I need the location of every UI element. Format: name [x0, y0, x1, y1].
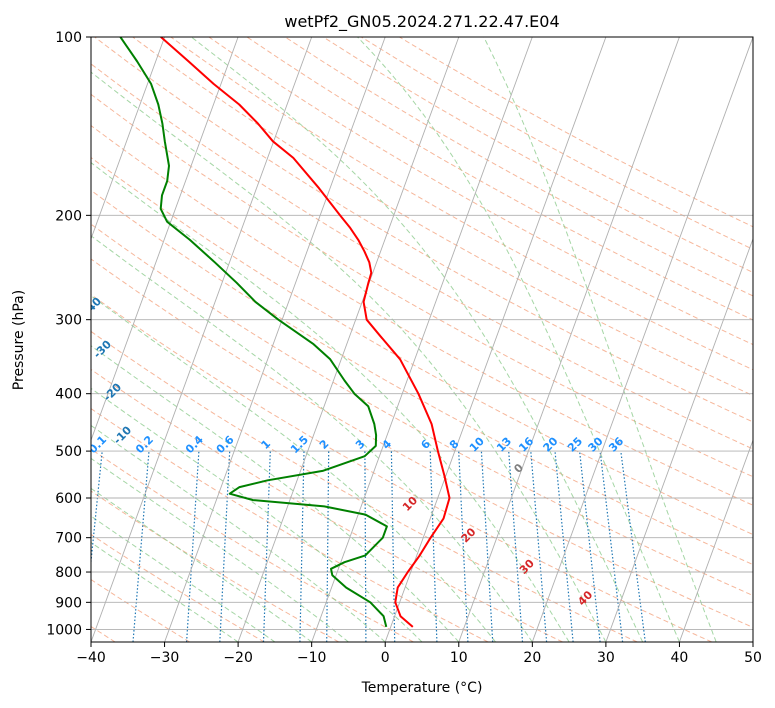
- dry-adiabat-line: [91, 124, 753, 506]
- x-axis-ticks: −40 −30 −20 −10 0 10 20 30 40 50: [76, 642, 762, 666]
- isotherm-line: [605, 237, 753, 642]
- mixing-ratio-line: [599, 451, 624, 642]
- y-tick-label: 400: [55, 387, 82, 403]
- mixing-ratio-line: [579, 451, 601, 642]
- chart-title: wetPf2_GN05.2024.271.22.47.E04: [284, 12, 559, 32]
- dry-adiabat-line: [284, 37, 753, 297]
- x-tick-label: 10: [450, 650, 468, 666]
- mixing-ratio-line: [364, 451, 367, 642]
- y-axis-ticks: 100 200 300 400 500 600 700 800 900 1000: [46, 30, 91, 638]
- y-tick-label: 100: [55, 30, 82, 46]
- mixing-ratio-line: [186, 451, 200, 642]
- x-tick-label: 0: [381, 650, 390, 666]
- moist-adiabat-line: [91, 235, 533, 642]
- isotherm-line: [678, 438, 753, 642]
- moist-adiabat-line: [91, 457, 349, 642]
- mixing-ratio-line: [554, 451, 574, 642]
- y-tick-label: 800: [55, 565, 82, 581]
- mixing-ratio-line: [620, 451, 646, 642]
- dry-adiabat-line: [246, 37, 753, 321]
- y-tick-label: 1000: [46, 622, 82, 638]
- x-tick-label: −30: [150, 650, 180, 666]
- x-tick-label: −10: [297, 650, 327, 666]
- isotherm-line: [311, 37, 533, 642]
- isotherm-line: [91, 37, 313, 642]
- dry-adiabat-line: [91, 533, 265, 642]
- y-tick-label: 600: [55, 491, 82, 507]
- moist-adiabat-line: [91, 541, 239, 642]
- mixing-ratio-line: [219, 451, 231, 642]
- dry-adiabat-line: [91, 368, 563, 642]
- x-tick-label: 30: [597, 650, 615, 666]
- mixing-ratio-line: [508, 451, 524, 642]
- x-tick-label: −40: [76, 650, 106, 666]
- mixing-ratio-line: [429, 451, 438, 642]
- moist-adiabat-line: [191, 37, 644, 642]
- isotherm-line: [531, 37, 753, 642]
- moist-adiabat-line: [91, 71, 607, 642]
- moist-adiabat-line: [91, 345, 460, 642]
- x-tick-label: 40: [671, 650, 689, 666]
- moist-adiabat-line: [483, 37, 717, 642]
- isotherms: [91, 37, 753, 642]
- isotherm-line: [164, 37, 386, 642]
- y-axis-label: Pressure (hPa): [11, 290, 27, 390]
- isobar-gridlines: [91, 37, 753, 630]
- isotherm-line: [91, 37, 239, 442]
- plot-area: 0.10.20.40.611.52346810131620253036-100-…: [91, 37, 753, 642]
- mixing-ratio-line: [480, 451, 494, 642]
- x-tick-label: −20: [223, 650, 253, 666]
- moist-adiabat-line: [357, 37, 680, 642]
- y-tick-label: 900: [55, 595, 82, 611]
- y-tick-label: 200: [55, 208, 82, 224]
- dry-adiabat-line: [91, 407, 489, 642]
- isotherm-line: [458, 37, 680, 642]
- dry-adiabat-line: [91, 330, 638, 642]
- isotherm-line: [91, 37, 166, 241]
- isotherm-line: [237, 37, 460, 642]
- mixing-ratio-line: [132, 451, 150, 642]
- mixing-ratio-line: [390, 451, 396, 642]
- mixing-ratio-line: [262, 451, 271, 642]
- plot-frame: [90, 36, 754, 643]
- mixing-ratio-line: [91, 451, 103, 568]
- dry-adiabat-line: [91, 223, 753, 597]
- mixing-ratio-line: [458, 451, 469, 642]
- mixing-ratio-line: [299, 451, 305, 642]
- x-axis-label: Temperature (°C): [361, 680, 483, 696]
- temperature-profile-line: [160, 37, 451, 628]
- y-tick-label: 300: [55, 313, 82, 329]
- y-tick-label: 700: [55, 531, 82, 547]
- y-tick-label: 500: [55, 444, 82, 460]
- sounding-series: [119, 37, 451, 628]
- dry-adiabats: [91, 37, 753, 642]
- mixing-ratio-line: [326, 451, 330, 642]
- dry-adiabat-line: [94, 37, 753, 423]
- dry-adiabat-line: [208, 37, 753, 346]
- isotherm-line: [384, 37, 607, 642]
- moist-adiabat-line: [91, 515, 276, 642]
- x-tick-label: 20: [523, 650, 541, 666]
- dry-adiabat-line: [91, 93, 753, 478]
- dry-adiabat-line: [91, 294, 713, 642]
- x-tick-label: 50: [744, 650, 762, 666]
- dry-adiabat-line: [91, 63, 753, 450]
- moist-adiabat-line: [91, 424, 386, 642]
- dewpoint-profile-line: [119, 37, 388, 628]
